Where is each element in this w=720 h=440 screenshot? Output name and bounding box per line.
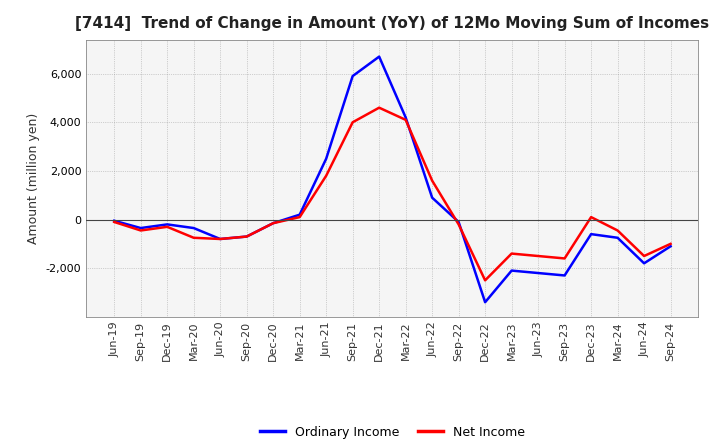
Y-axis label: Amount (million yen): Amount (million yen) <box>27 113 40 244</box>
Title: [7414]  Trend of Change in Amount (YoY) of 12Mo Moving Sum of Incomes: [7414] Trend of Change in Amount (YoY) o… <box>76 16 709 32</box>
Ordinary Income <box>295 212 304 217</box>
Net Income <box>348 120 357 125</box>
Ordinary Income <box>534 271 542 276</box>
Ordinary Income <box>136 225 145 231</box>
Net Income <box>666 241 675 246</box>
Net Income <box>189 235 198 240</box>
Net Income <box>136 228 145 233</box>
Legend: Ordinary Income, Net Income: Ordinary Income, Net Income <box>255 421 530 440</box>
Net Income <box>481 278 490 283</box>
Ordinary Income <box>481 300 490 305</box>
Net Income <box>243 234 251 239</box>
Ordinary Income <box>640 260 649 266</box>
Net Income <box>295 214 304 220</box>
Line: Ordinary Income: Ordinary Income <box>114 57 670 302</box>
Ordinary Income <box>613 235 622 240</box>
Net Income <box>375 105 384 110</box>
Net Income <box>534 253 542 259</box>
Ordinary Income <box>163 222 171 227</box>
Net Income <box>428 178 436 183</box>
Ordinary Income <box>587 231 595 237</box>
Ordinary Income <box>110 218 119 224</box>
Net Income <box>322 173 330 178</box>
Net Income <box>401 117 410 122</box>
Ordinary Income <box>216 236 225 242</box>
Net Income <box>269 220 277 226</box>
Net Income <box>163 224 171 230</box>
Net Income <box>640 253 649 259</box>
Ordinary Income <box>189 225 198 231</box>
Net Income <box>454 222 463 227</box>
Net Income <box>110 219 119 224</box>
Ordinary Income <box>322 156 330 161</box>
Net Income <box>587 214 595 220</box>
Ordinary Income <box>401 115 410 120</box>
Ordinary Income <box>454 219 463 224</box>
Ordinary Income <box>560 273 569 278</box>
Ordinary Income <box>508 268 516 273</box>
Ordinary Income <box>269 220 277 226</box>
Ordinary Income <box>666 244 675 249</box>
Line: Net Income: Net Income <box>114 108 670 280</box>
Ordinary Income <box>375 54 384 59</box>
Net Income <box>560 256 569 261</box>
Net Income <box>613 228 622 233</box>
Net Income <box>508 251 516 256</box>
Ordinary Income <box>243 234 251 239</box>
Ordinary Income <box>428 195 436 200</box>
Net Income <box>216 236 225 242</box>
Ordinary Income <box>348 73 357 79</box>
